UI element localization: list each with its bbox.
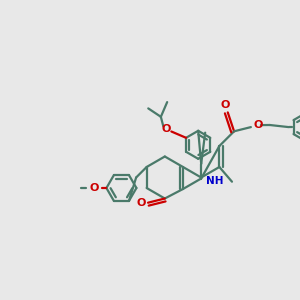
Text: O: O: [89, 183, 98, 193]
Text: NH: NH: [206, 176, 224, 185]
Text: O: O: [136, 198, 146, 208]
Text: O: O: [253, 120, 262, 130]
Text: O: O: [162, 124, 171, 134]
Text: O: O: [220, 100, 230, 110]
